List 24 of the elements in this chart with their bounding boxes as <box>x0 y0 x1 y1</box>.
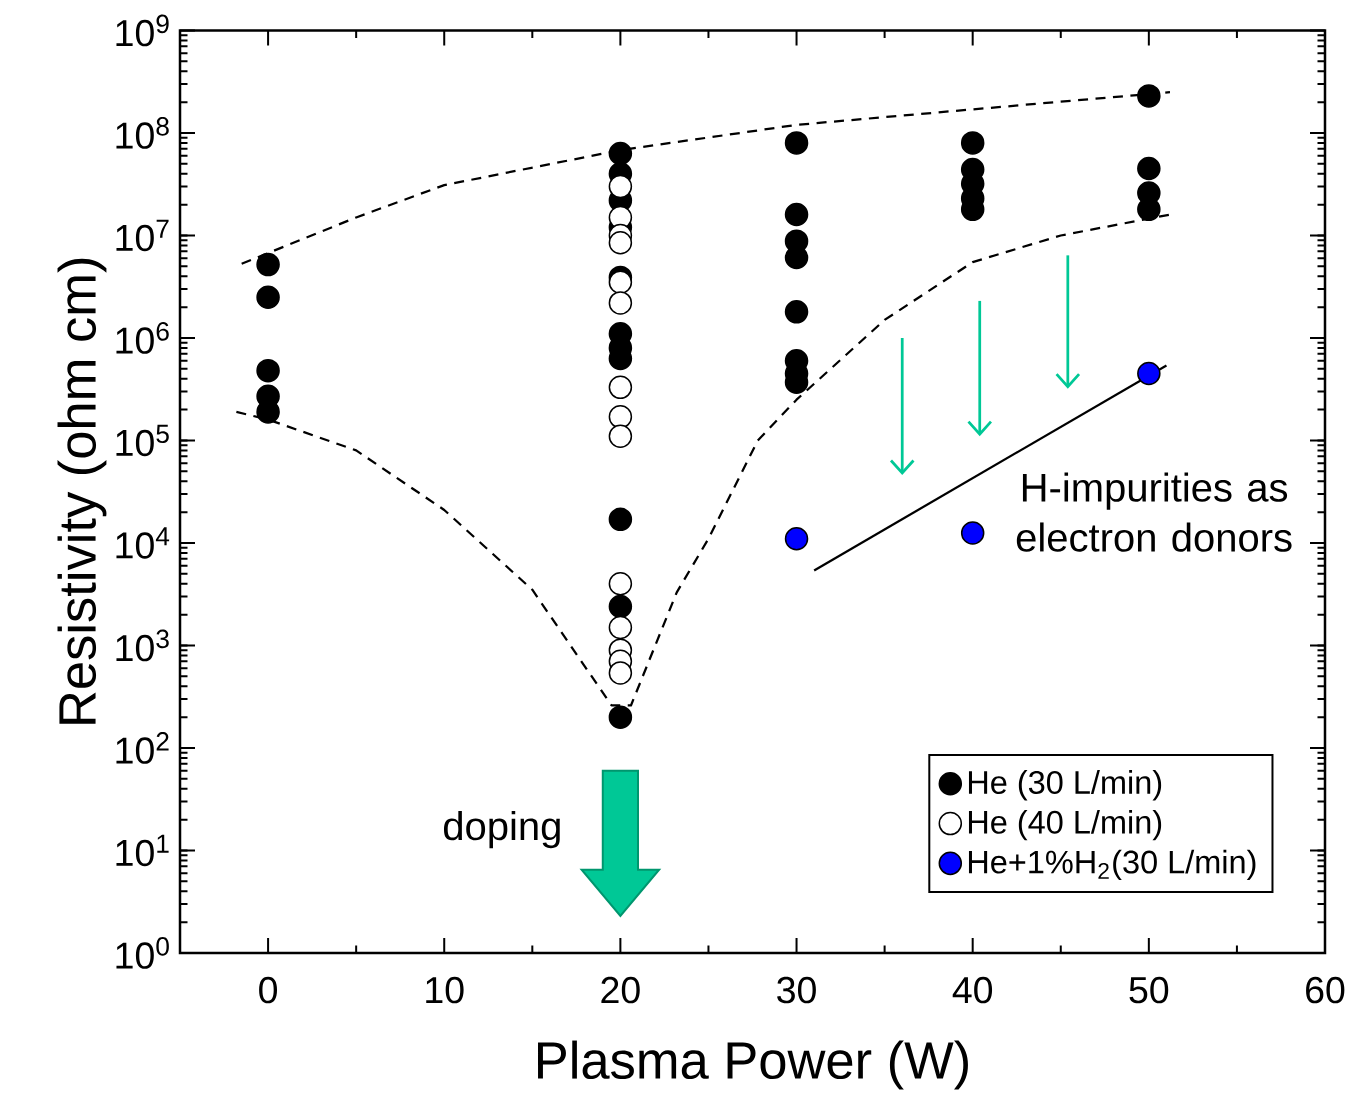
x-axis-title: Plasma Power (W) <box>538 1040 968 1090</box>
x-tick-label: 20 <box>601 976 640 1004</box>
y-tick-label: 10$^{1}$ <box>116 834 169 867</box>
annotation: doping <box>443 810 560 849</box>
y-tick-label: 10$^{4}$ <box>116 527 170 559</box>
legend-label: He+1%H$_{2}$(30 L/min) <box>968 849 1256 881</box>
y-tick-label: 10$^{9}$ <box>116 14 169 47</box>
x-tick-label: 50 <box>1129 976 1169 1004</box>
legend-label: He (40 L/min) <box>968 809 1162 841</box>
legend-label: He (30 L/min) <box>968 770 1162 801</box>
y-tick-label: 10$^{0}$ <box>116 937 169 969</box>
y-tick-label: 10$^{6}$ <box>116 322 169 354</box>
x-tick-label: 0 <box>259 976 278 1004</box>
y-tick-label: 10$^{3}$ <box>116 629 169 662</box>
y-tick-label: 10$^{2}$ <box>116 732 169 764</box>
y-tick-label: 10$^{5}$ <box>116 424 169 457</box>
y-tick-label: 10$^{7}$ <box>116 219 169 252</box>
y-axis-title: Resistivity (ohm cm) <box>57 258 107 724</box>
annotation: H-impurities as electron donors <box>1016 472 1292 552</box>
x-tick-label: 30 <box>777 976 816 1004</box>
x-tick-label: 10 <box>426 976 464 1004</box>
y-tick-label: 10$^{8}$ <box>116 117 169 149</box>
x-tick-label: 40 <box>952 976 993 1004</box>
x-tick-label: 60 <box>1306 976 1345 1004</box>
